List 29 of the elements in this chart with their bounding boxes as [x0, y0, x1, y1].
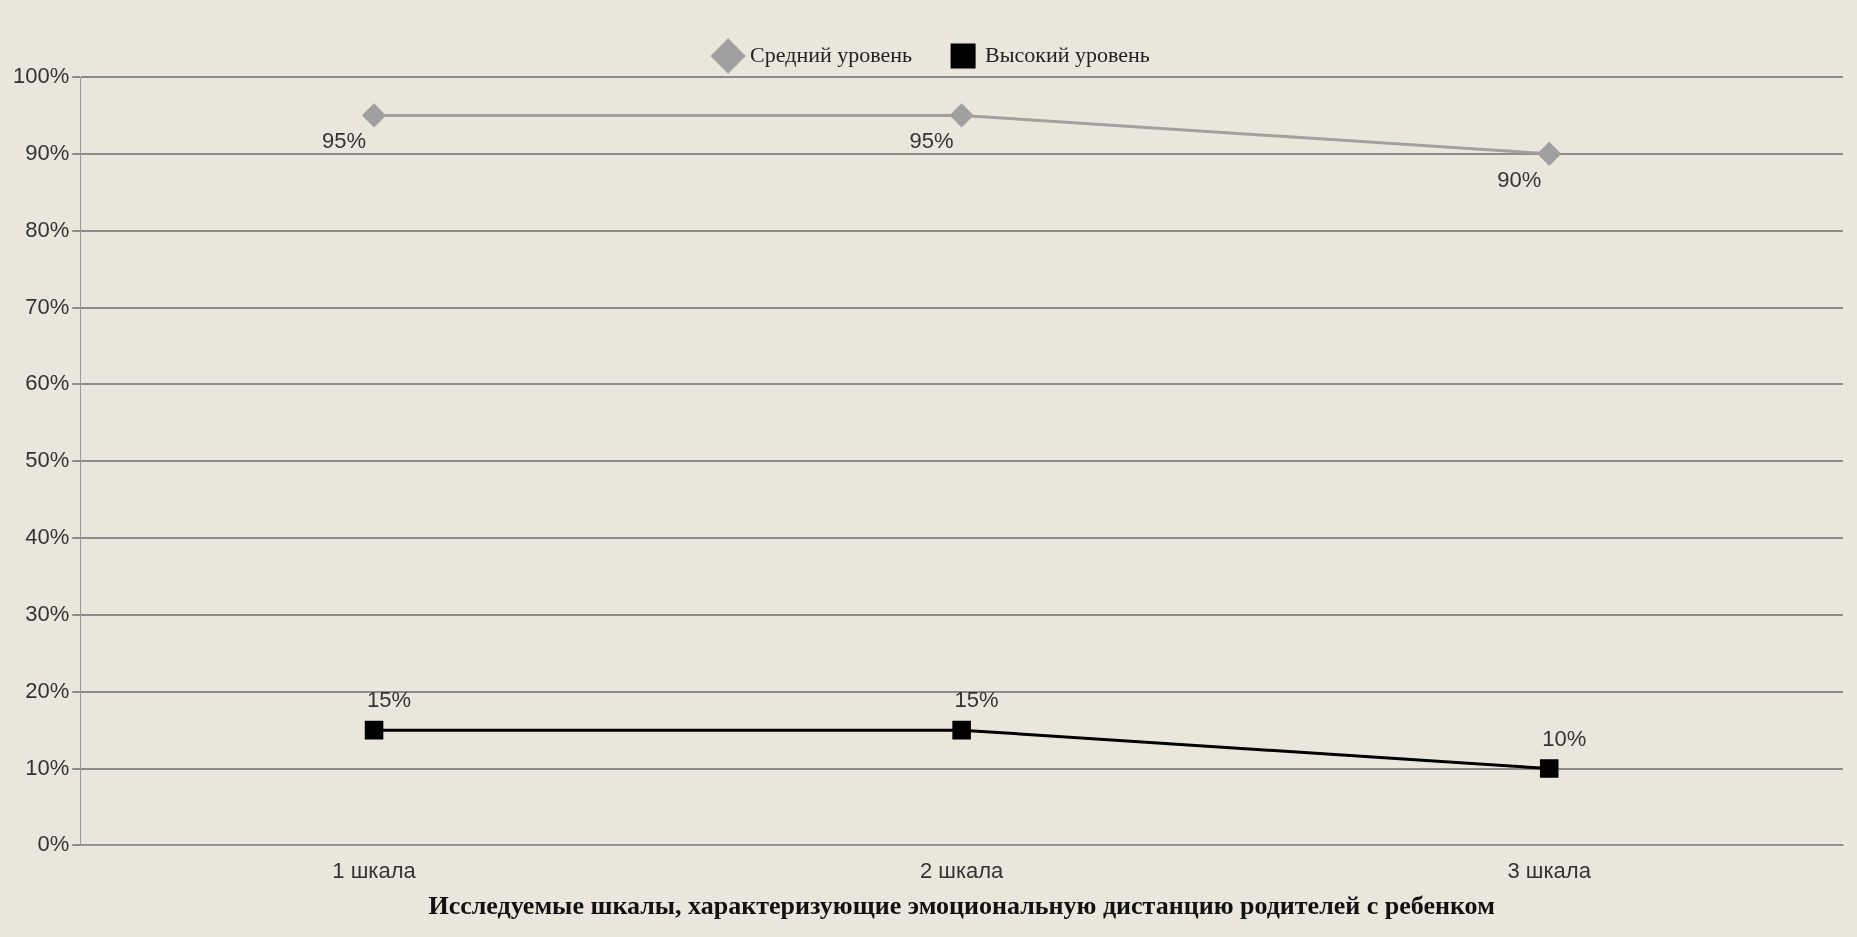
- point: [950, 103, 974, 127]
- y-tick-label: 10%: [25, 754, 70, 780]
- y-tick-label: 30%: [25, 600, 70, 626]
- x-axis-title: Исследуемые шкалы, характеризующие эмоциональную дистанцию родителей с ребенком: [428, 891, 1495, 921]
- y-tick-label: 20%: [25, 677, 70, 703]
- data-label: 15%: [367, 687, 412, 713]
- x-tick-label: 1 шкала: [332, 857, 417, 883]
- point: [1539, 759, 1559, 778]
- y-tick-label: 80%: [25, 216, 70, 242]
- y-tick-label: 0%: [37, 831, 70, 857]
- data-label: 95%: [322, 128, 367, 154]
- y-tick-label: 100%: [12, 63, 70, 89]
- point: [952, 720, 971, 740]
- data-label: 95%: [909, 128, 954, 154]
- legend-label: Высокий уровень: [985, 41, 1150, 67]
- data-label: 15%: [954, 687, 999, 713]
- x-tick-label: 3 шкала: [1507, 857, 1592, 883]
- y-tick-label: 70%: [25, 293, 70, 319]
- y-tick-label: 90%: [25, 139, 70, 165]
- x-tick-label: 2 шкала: [919, 857, 1005, 883]
- y-tick-label: 60%: [25, 370, 70, 396]
- point: [364, 720, 384, 740]
- point: [362, 103, 386, 127]
- data-label: 10%: [1542, 725, 1587, 751]
- point: [1537, 142, 1561, 166]
- legend-label: Средний уровень: [750, 41, 913, 67]
- data-label: 90%: [1497, 166, 1542, 192]
- y-tick-label: 40%: [25, 524, 70, 550]
- y-tick-label: 50%: [25, 447, 70, 473]
